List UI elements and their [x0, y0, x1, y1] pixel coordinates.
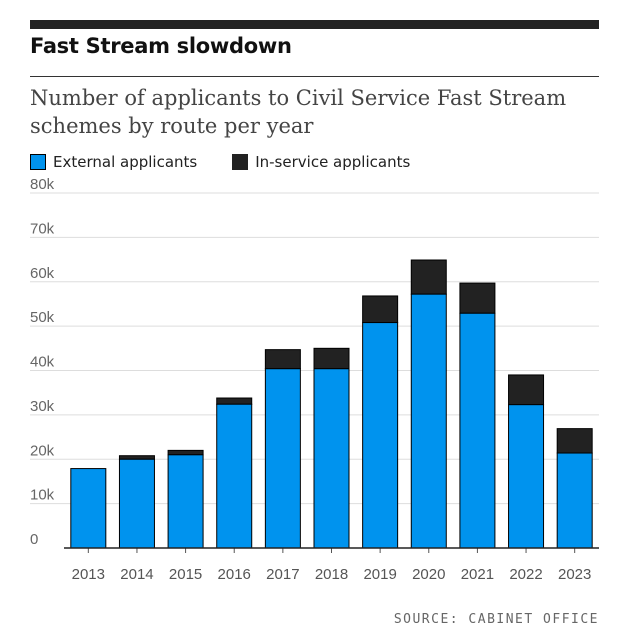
y-tick-label: 0: [30, 531, 38, 548]
y-tick-label: 70k: [30, 220, 55, 237]
y-tick-label: 60k: [30, 265, 55, 282]
y-tick-label: 10k: [30, 487, 55, 504]
bar-external-2022: [508, 404, 545, 549]
y-tick-label: 20k: [30, 442, 55, 459]
bar-external-2016: [216, 403, 253, 549]
bar-inservice-2023: [556, 428, 593, 454]
y-tick-label: 40k: [30, 354, 55, 371]
bar-inservice-2019: [362, 295, 399, 324]
bar-inservice-2016: [216, 397, 253, 405]
legend-swatch-external: [30, 154, 46, 170]
x-tick-label: 2022: [509, 566, 542, 583]
legend-label-external: External applicants: [53, 153, 198, 171]
y-tick-label: 50k: [30, 309, 55, 326]
y-tick-label: 30k: [30, 398, 55, 415]
x-tick-label: 2015: [169, 566, 202, 583]
x-tick-label: 2020: [412, 566, 445, 583]
source-note: SOURCE: CABINET OFFICE: [393, 612, 599, 627]
bar-external-2014: [118, 458, 155, 549]
x-tick-label: 2013: [72, 566, 105, 583]
x-tick-label: 2021: [461, 566, 494, 583]
legend: External applicants In-service applicant…: [30, 153, 445, 171]
y-tick-label: 80k: [30, 176, 55, 193]
bar-external-2017: [264, 368, 301, 549]
bar-external-2019: [362, 322, 399, 549]
bar-external-2015: [167, 454, 204, 549]
legend-label-inservice: In-service applicants: [255, 153, 411, 171]
legend-swatch-inservice: [232, 154, 249, 170]
x-tick-label: 2018: [315, 566, 348, 583]
legend-item-external: External applicants: [30, 153, 197, 171]
legend-item-inservice: In-service applicants: [232, 153, 410, 171]
x-tick-label: 2017: [266, 566, 299, 583]
bar-external-2013: [70, 468, 107, 549]
bar-external-2018: [313, 368, 350, 549]
bar-inservice-2018: [313, 347, 350, 370]
x-tick-label: 2019: [363, 566, 396, 583]
title-divider: [30, 76, 599, 77]
chart-title: Fast Stream slowdown: [30, 34, 292, 58]
x-tick-label: 2016: [218, 566, 251, 583]
bar-external-2020: [410, 293, 447, 549]
bar-external-2023: [556, 452, 593, 549]
bar-external-2021: [459, 312, 496, 549]
x-tick-label: 2023: [558, 566, 591, 583]
bar-inservice-2014: [118, 455, 155, 460]
bar-inservice-2022: [508, 374, 545, 406]
chart-subtitle: Number of applicants to Civil Service Fa…: [30, 86, 567, 138]
bar-inservice-2017: [264, 349, 301, 370]
top-accent-bar: [30, 20, 599, 29]
bar-inservice-2021: [459, 282, 496, 314]
x-tick-label: 2014: [120, 566, 153, 583]
bar-inservice-2020: [410, 259, 447, 295]
bar-inservice-2015: [167, 449, 204, 456]
